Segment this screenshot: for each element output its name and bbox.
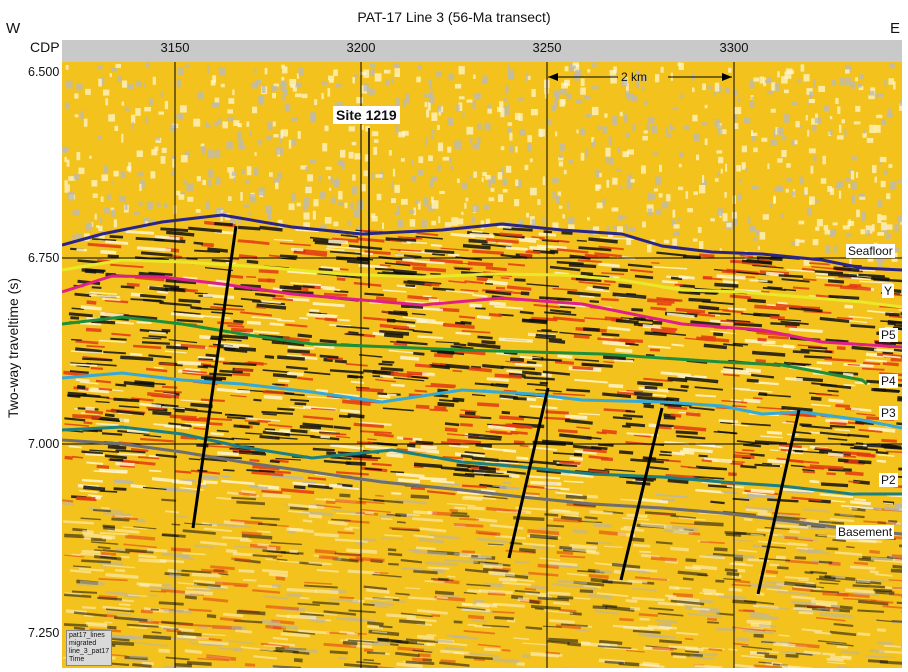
time-tick-label: 6.750	[28, 251, 60, 265]
horizon-label-p3: P3	[879, 406, 898, 420]
time-tick-label: 7.000	[28, 437, 60, 451]
cdp-tick-label: 3250	[532, 40, 562, 55]
horizon-label-seafloor: Seafloor	[846, 244, 895, 258]
time-tick-label: 6.500	[28, 65, 60, 79]
stamp-line: pat17_lines	[69, 632, 105, 639]
horizon-line-p3	[62, 371, 902, 430]
horizon-line-p4	[62, 315, 868, 386]
stamp-line: line_3_pat17	[69, 648, 110, 655]
figure-title: PAT-17 Line 3 (56-Ma transect)	[357, 9, 551, 25]
seismic-section	[62, 62, 902, 668]
cdp-axis-title: CDP	[30, 39, 60, 55]
horizon-line-seafloor	[62, 213, 902, 272]
horizon-line-basement	[62, 438, 902, 536]
site-label: Site 1219	[333, 106, 400, 124]
cdp-tick-label: 3150	[160, 40, 190, 55]
processing-stamp: pat17_lines migrated line_3_pat17 Time	[66, 630, 112, 666]
fault-line	[619, 407, 664, 581]
cdp-tick-label: 3200	[346, 40, 376, 55]
cdp-axis-bar	[62, 40, 902, 62]
cdp-tick-label: 3300	[719, 40, 749, 55]
stamp-line: Time	[69, 656, 85, 663]
horizon-line-y	[62, 258, 902, 309]
east-direction-label: E	[890, 20, 901, 37]
horizon-label-basement: Basement	[836, 525, 895, 539]
fault-line	[191, 225, 238, 529]
horizon-layer	[62, 213, 902, 536]
horizon-label-p2: P2	[879, 473, 898, 487]
y-axis-title: Two-way traveltime (s)	[5, 277, 21, 419]
fault-line	[756, 409, 801, 595]
fault-line	[507, 387, 550, 559]
horizon-label-p5: P5	[879, 328, 898, 342]
grid-layer	[62, 62, 902, 668]
fault-layer	[191, 225, 801, 595]
horizon-label-y: Y	[882, 284, 895, 298]
scale-bar-label: 2 km	[621, 70, 648, 84]
horizon-line-p2	[62, 425, 902, 496]
stamp-line: migrated	[69, 640, 97, 647]
west-direction-label: W	[6, 20, 21, 37]
horizon-line-p5	[62, 274, 902, 349]
time-tick-label: 7.250	[28, 626, 60, 640]
horizon-label-p4: P4	[879, 374, 898, 388]
scale-bar	[548, 73, 732, 81]
